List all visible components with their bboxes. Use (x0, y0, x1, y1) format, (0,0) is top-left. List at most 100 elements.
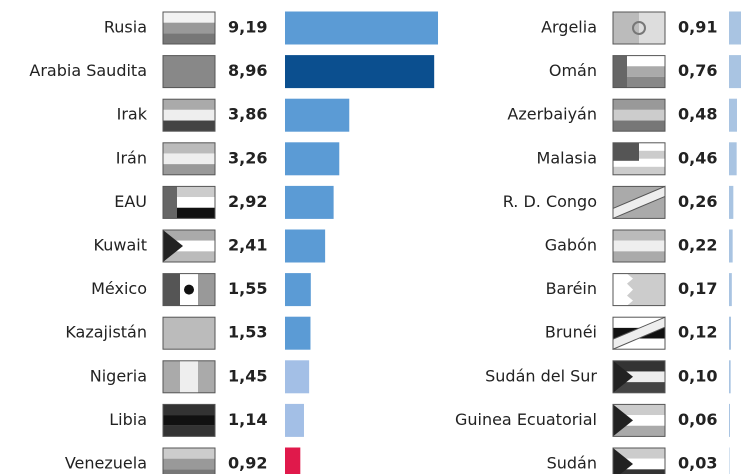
flag-stripe (613, 55, 665, 67)
flag-triangle (613, 404, 633, 437)
flag-stripe (163, 240, 215, 252)
flag-border (612, 273, 666, 307)
category-label: Argelia (541, 18, 597, 37)
flag-stripe (613, 109, 665, 121)
flag-serrated (613, 273, 633, 306)
flag-stripe (613, 251, 665, 262)
flag-stripe (163, 415, 215, 426)
bar (285, 273, 311, 307)
value-label: 0,03 (678, 454, 717, 473)
flag-canton (613, 142, 639, 161)
bar (285, 229, 326, 263)
flag (162, 142, 216, 176)
flag-border (612, 316, 666, 350)
flag (612, 273, 666, 307)
flag (162, 98, 216, 132)
category-label: Arabia Saudita (29, 61, 147, 80)
flag-triangle (163, 230, 183, 262)
flag-stripe (163, 404, 215, 416)
flag (162, 11, 216, 45)
flag-stripe (163, 273, 180, 306)
flag (162, 360, 216, 394)
flag-border (612, 55, 666, 89)
bar (729, 360, 731, 394)
flag-border (162, 11, 216, 45)
flag (162, 185, 216, 219)
category-label: Sudán (547, 454, 597, 473)
bar (729, 185, 734, 219)
flag-border (612, 185, 666, 219)
flag-stripe (163, 197, 215, 208)
category-label: Libia (109, 410, 147, 429)
flag-stripe (163, 164, 215, 175)
category-label: Omán (549, 61, 597, 80)
category-label: Baréin (546, 279, 597, 298)
flag-stripe (613, 448, 665, 459)
value-label: 2,92 (228, 192, 267, 211)
bar (285, 360, 310, 394)
flag-stripe (613, 469, 665, 474)
flag-stripe (163, 12, 215, 23)
flag-stripe (163, 425, 215, 437)
value-label: 0,46 (678, 148, 717, 167)
flag-border (162, 98, 216, 132)
flag-stripe (163, 448, 215, 459)
value-label: 3,86 (228, 105, 267, 124)
flag-stripe (613, 76, 665, 88)
category-label: Venezuela (65, 454, 147, 473)
flag-stripe (613, 317, 665, 328)
flag-border (162, 273, 216, 307)
category-label: Irak (117, 105, 148, 124)
flag (162, 55, 216, 89)
flag (612, 360, 666, 394)
category-label: Guinea Ecuatorial (455, 410, 597, 429)
flag-stripe (613, 240, 665, 252)
flag (612, 316, 666, 350)
flag-stripe (163, 153, 215, 165)
flag-triangle (613, 360, 633, 393)
flag-border (162, 403, 216, 437)
category-label: Irán (116, 148, 147, 167)
category-label: Azerbaiyán (507, 105, 597, 124)
value-label: 0,76 (678, 61, 717, 80)
flag (612, 98, 666, 132)
flag-stripe (163, 22, 215, 34)
flag-stripe (163, 109, 215, 121)
flag (612, 185, 666, 220)
flag-stripe (163, 317, 215, 350)
category-label: Kazajistán (65, 323, 147, 342)
flag-stripe (163, 55, 215, 88)
flag-stripe (613, 382, 665, 393)
flag-border (162, 447, 216, 474)
flag (612, 55, 666, 89)
bar (285, 11, 439, 45)
flag (162, 403, 216, 437)
value-label: 0,17 (678, 279, 717, 298)
flag (612, 142, 666, 176)
flag (612, 447, 666, 474)
bar (729, 273, 732, 307)
category-label: Malasia (537, 148, 597, 167)
category-label: Nigeria (90, 366, 147, 385)
flag-stripe (613, 458, 665, 470)
flag-border (612, 229, 666, 263)
category-label: Rusia (104, 18, 147, 37)
flag-stripe (613, 12, 639, 44)
flag-stripe (163, 99, 215, 110)
flag-stripe (163, 207, 215, 219)
flag-stripe (163, 33, 215, 44)
flag (162, 229, 216, 263)
value-label: 0,10 (678, 366, 717, 385)
flag-border (162, 185, 216, 219)
value-label: 0,91 (678, 18, 717, 37)
flag (612, 229, 666, 263)
value-label: 2,41 (228, 236, 267, 255)
flag-border (162, 142, 216, 176)
flag-stripe (613, 360, 665, 372)
flag (162, 273, 216, 307)
flag-stripe (613, 158, 665, 167)
bar (285, 185, 334, 219)
category-label: EAU (114, 192, 147, 211)
flag-border (612, 142, 666, 176)
value-label: 0,26 (678, 192, 717, 211)
